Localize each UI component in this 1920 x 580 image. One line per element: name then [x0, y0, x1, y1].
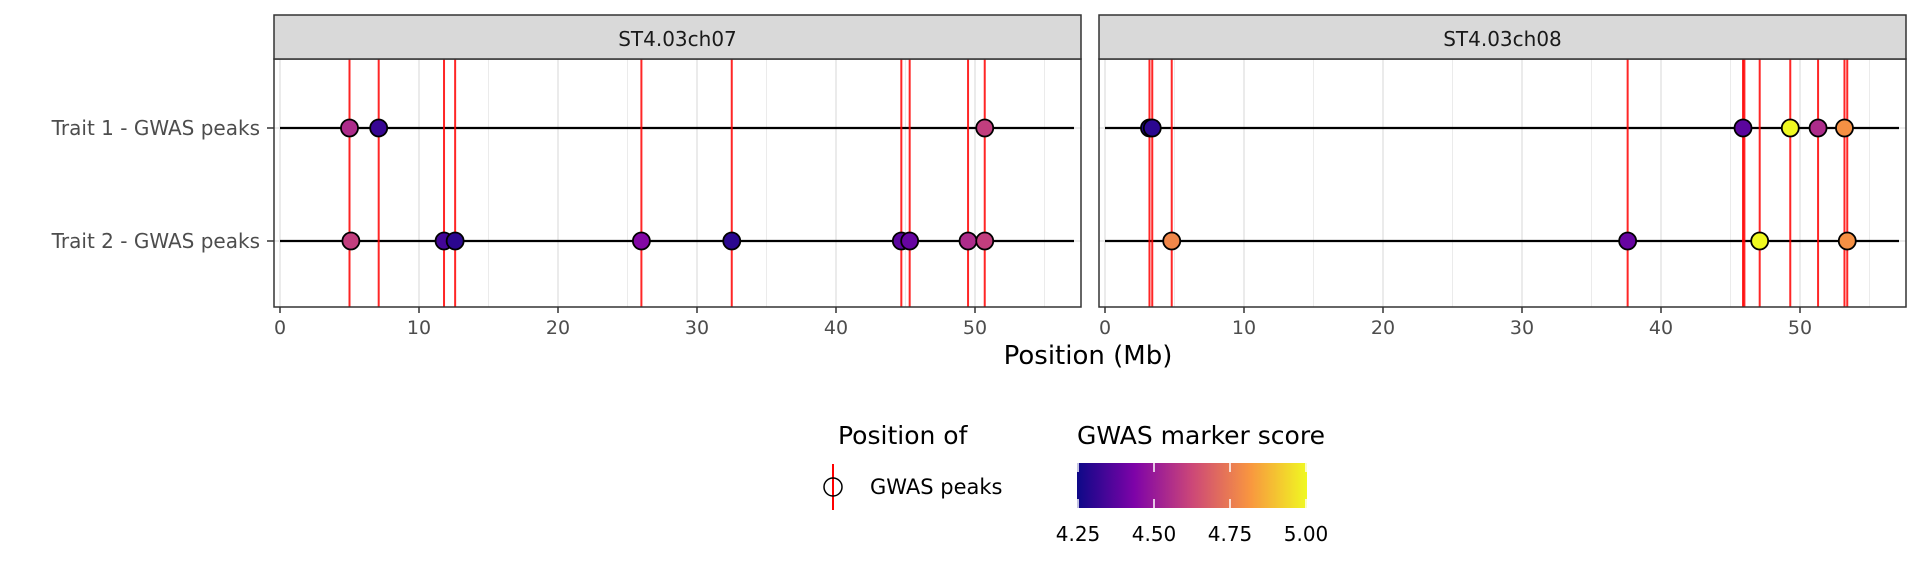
x-tick-label: 30 [685, 317, 709, 339]
colorbar-title: GWAS marker score [1077, 421, 1325, 450]
x-tick-label: 30 [1510, 317, 1534, 339]
data-point [1733, 118, 1753, 138]
data-point [1780, 118, 1800, 138]
facet-strip [273, 14, 1082, 60]
x-tick-label: 40 [824, 317, 848, 339]
x-axis-title: Position (Mb) [1004, 341, 1173, 371]
data-point [1837, 231, 1857, 251]
data-point [722, 231, 742, 251]
y-tick-label: Trait 2 - GWAS peaks [51, 229, 260, 253]
facet-strip-label: ST4.03ch08 [1443, 27, 1562, 51]
data-point [900, 231, 920, 251]
y-tick-label: Trait 1 - GWAS peaks [51, 116, 260, 140]
data-point [975, 231, 995, 251]
data-point [1808, 118, 1828, 138]
legend-circle-key [823, 477, 843, 497]
data-point [1750, 231, 1770, 251]
data-point [340, 118, 359, 138]
facet-panel-0: ST4.03ch07 0 10 20 30 40 50 [273, 14, 1082, 339]
colorbar-tick-label: 4.50 [1132, 522, 1177, 546]
x-tick-label: 40 [1649, 317, 1673, 339]
colorbar-tick-label: 5.00 [1284, 522, 1329, 546]
data-point [369, 118, 389, 138]
panel-background [274, 59, 1081, 307]
legend-title-lines: Position of [838, 421, 969, 450]
x-tick-label: 50 [963, 317, 987, 339]
data-point [341, 231, 361, 251]
facet-strip [1098, 14, 1907, 60]
colorbar-tick-label: 4.25 [1056, 522, 1101, 546]
data-point [958, 231, 978, 251]
data-point [1142, 118, 1162, 138]
data-point [1618, 231, 1638, 251]
data-point [975, 118, 995, 138]
colorbar [1077, 463, 1307, 508]
data-point [1835, 118, 1854, 138]
x-tick-label: 10 [1232, 317, 1256, 339]
x-tick-label: 0 [1099, 317, 1111, 339]
panel-background [1099, 59, 1906, 307]
data-point [445, 231, 465, 251]
data-point [632, 231, 651, 251]
legend-item-label: GWAS peaks [870, 475, 1002, 499]
x-tick-label: 10 [407, 317, 431, 339]
x-tick-label: 0 [274, 317, 286, 339]
data-point [1162, 231, 1182, 251]
facet-strip-label: ST4.03ch07 [618, 27, 737, 51]
x-tick-label: 20 [546, 317, 570, 339]
x-tick-label: 20 [1371, 317, 1395, 339]
colorbar-tick-label: 4.75 [1208, 522, 1253, 546]
x-tick-label: 50 [1788, 317, 1812, 339]
facet-panel-1: ST4.03ch08 0 10 20 30 40 50 [1098, 14, 1907, 339]
